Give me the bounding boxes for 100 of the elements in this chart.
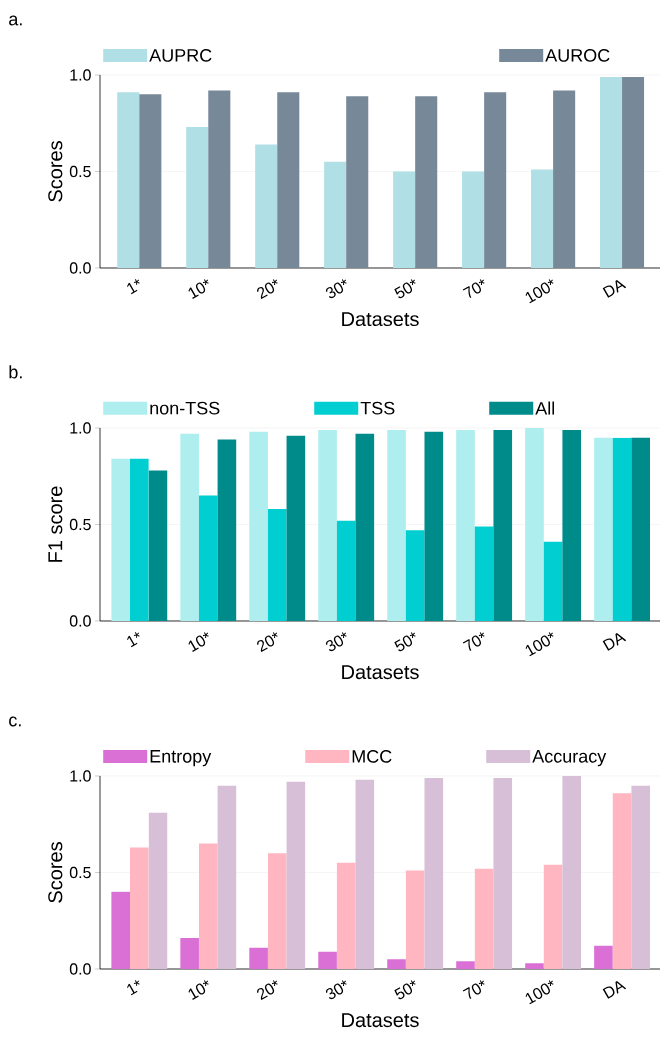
x-axis-title: Datasets — [342, 312, 419, 327]
y-tick-label: 0.0 — [69, 963, 91, 975]
x-tick-label: 100* — [525, 980, 554, 1005]
bar — [139, 94, 162, 268]
bar — [543, 864, 563, 969]
bar — [249, 431, 268, 621]
y-axis-title: Scores — [48, 141, 63, 202]
bar — [424, 431, 444, 621]
bar — [562, 429, 582, 621]
legend-label: MCC — [352, 750, 392, 763]
bar — [198, 495, 218, 621]
bar — [318, 429, 337, 621]
bar — [186, 127, 209, 268]
y-tick-label: 0.5 — [69, 866, 91, 879]
bar — [474, 868, 494, 969]
bar — [130, 847, 149, 969]
x-tick-label: 1* — [127, 632, 140, 648]
bar — [474, 526, 494, 621]
bar — [324, 161, 347, 268]
legend-label: TSS — [360, 401, 395, 415]
bar — [255, 144, 278, 268]
bar — [493, 429, 513, 621]
y-tick-label: 0.0 — [69, 615, 91, 627]
bar — [148, 812, 168, 969]
x-tick-label: 50* — [394, 632, 416, 652]
y-tick-label: 0.5 — [69, 165, 91, 178]
bar — [267, 509, 287, 621]
bar — [462, 171, 485, 268]
bar — [553, 90, 576, 268]
bar — [130, 458, 149, 621]
x-tick-label: 100* — [525, 632, 554, 657]
bar — [393, 171, 416, 268]
x-tick-label: DA — [602, 633, 627, 651]
bar — [180, 433, 199, 621]
bar — [336, 520, 356, 621]
bar — [117, 92, 140, 268]
bar — [456, 429, 475, 621]
y-tick-label: 1.0 — [70, 422, 91, 434]
bar — [318, 951, 337, 969]
y-axis-title: F1 score — [48, 486, 63, 562]
x-axis-title: Datasets — [342, 1013, 419, 1028]
bar — [208, 90, 231, 268]
x-tick-label: 1* — [127, 279, 140, 295]
legend-label: AUROC — [545, 49, 610, 62]
bar — [148, 470, 168, 621]
bar — [387, 959, 406, 969]
bar — [336, 862, 356, 969]
y-tick-label: 0.5 — [69, 518, 91, 531]
bar — [525, 427, 544, 621]
bar — [180, 938, 199, 969]
y-tick-label: 1.0 — [70, 69, 91, 81]
bar — [622, 76, 645, 268]
bar — [111, 891, 130, 969]
x-axis-title: Datasets — [342, 665, 419, 680]
bar — [562, 776, 582, 969]
bar — [387, 429, 406, 621]
x-tick-label: 50* — [394, 279, 416, 299]
x-tick-label: 70* — [462, 632, 485, 652]
bar — [424, 777, 444, 969]
bar — [355, 779, 375, 969]
bar — [111, 458, 130, 621]
y-tick-label: 1.0 — [70, 770, 91, 782]
bar — [415, 96, 438, 268]
legend-label: non-TSS — [150, 401, 220, 415]
bar — [594, 437, 613, 621]
bar — [612, 437, 632, 621]
bar — [198, 843, 218, 969]
legend-label: AUPRC — [149, 49, 212, 62]
bar — [217, 785, 237, 969]
legend-label: Accuracy — [532, 750, 607, 767]
x-tick-label: DA — [602, 981, 627, 999]
bar — [612, 793, 632, 969]
bar — [493, 777, 513, 969]
legend-label: All — [535, 401, 555, 415]
bar — [277, 92, 300, 268]
x-tick-label: 20* — [257, 279, 278, 300]
bar — [346, 96, 369, 268]
x-tick-label: 70* — [462, 279, 485, 299]
x-tick-label: 1* — [127, 980, 140, 996]
y-tick-label: 0.0 — [69, 262, 91, 274]
bar — [600, 76, 623, 268]
chart-title: c. — [9, 716, 21, 727]
bar — [631, 437, 650, 621]
x-tick-label: 20* — [257, 632, 278, 653]
bar — [531, 169, 554, 268]
bar — [456, 961, 475, 969]
bar — [525, 963, 544, 969]
bar — [631, 785, 650, 969]
x-tick-label: 10* — [188, 279, 209, 299]
x-tick-label: 10* — [188, 632, 209, 652]
bar — [405, 530, 425, 621]
bar — [543, 541, 563, 621]
chart-title: b. — [9, 365, 22, 379]
x-tick-label: DA — [602, 280, 627, 298]
bar — [217, 439, 237, 621]
bar — [249, 947, 268, 969]
bar — [355, 433, 375, 621]
bar — [267, 853, 287, 969]
bar — [286, 781, 306, 969]
x-tick-label: 100* — [525, 279, 554, 304]
